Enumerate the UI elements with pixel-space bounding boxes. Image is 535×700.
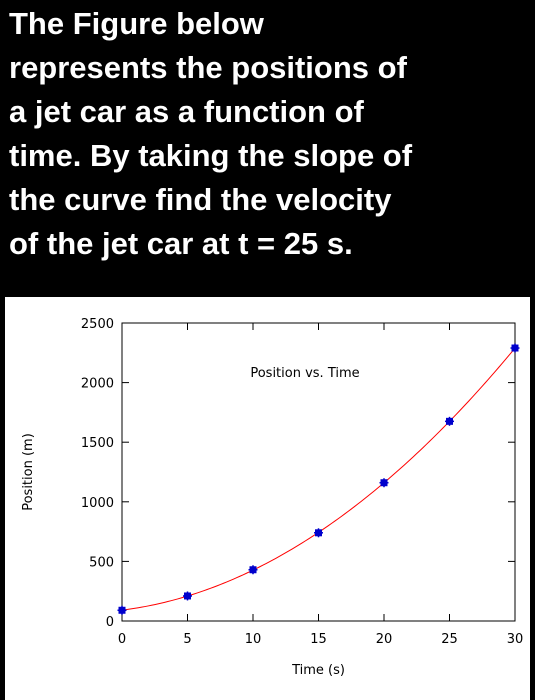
x-tick-label: 15: [310, 632, 327, 647]
y-axis-title: Position (m): [21, 433, 36, 511]
y-tick-label: 500: [89, 555, 114, 570]
chart-panel: 0 5 10 15 20 25 30 0 500 1000 1500 2000 2500 Positio…: [5, 297, 530, 700]
tick-labels: 0 5 10 15 20 25 30 0 500 1000 1500 2000 2500: [81, 317, 523, 647]
fit-curve-line: [121, 347, 516, 611]
question-text: The Figure below represents the position…: [9, 6, 413, 261]
data-points: [117, 343, 520, 615]
tick-marks: [121, 322, 516, 622]
y-tick-label: 1000: [81, 496, 114, 511]
x-tick-label: 20: [376, 632, 393, 647]
x-tick-label: 25: [441, 632, 458, 647]
x-axis-title: Time (s): [291, 663, 345, 678]
y-tick-label: 2000: [81, 377, 114, 392]
y-tick-label: 1500: [81, 436, 114, 451]
x-tick-label: 10: [245, 632, 262, 647]
fit-curve: [121, 347, 516, 611]
y-tick-label: 2500: [81, 317, 114, 332]
chart-title: Position vs. Time: [250, 366, 359, 381]
x-tick-label: 0: [118, 632, 126, 647]
x-tick-label: 5: [183, 632, 191, 647]
position-time-chart: 0 5 10 15 20 25 30 0 500 1000 1500 2000 2500 Positio…: [21, 317, 523, 678]
y-tick-label: 0: [106, 615, 114, 630]
x-tick-label: 30: [507, 632, 524, 647]
